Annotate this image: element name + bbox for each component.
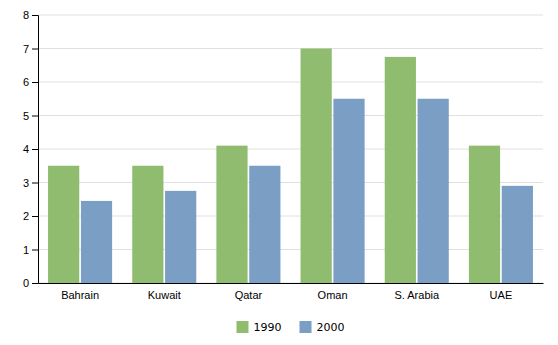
grid-line [38,48,543,49]
bar [48,166,79,283]
y-tick-label: 3 [23,177,29,189]
bar [216,146,247,283]
y-tick-mark [32,82,38,83]
x-tick-label: Kuwait [148,289,181,301]
legend-swatch [237,321,249,333]
x-tick: Kuwait [148,289,181,301]
grid-line [38,82,543,83]
grid-line [38,149,543,150]
bars [48,49,533,284]
y-tick-mark [32,283,38,284]
x-tick: S. Arabia [394,289,440,301]
axis-line [39,283,544,284]
x-tick-label: Oman [318,289,348,301]
legend: 1990 2000 [237,321,345,334]
y-tick: 6 [23,76,38,88]
bar-series [81,99,533,283]
x-tick-label: Qatar [235,289,263,301]
y-tick: 5 [23,110,38,122]
x-tick-label: S. Arabia [394,289,440,301]
y-tick: 4 [23,143,38,155]
y-tick-mark [32,149,38,150]
y-tick-label: 5 [23,110,29,122]
grid-line [38,249,543,250]
y-tick-mark [32,116,38,117]
y-tick-label: 0 [23,277,29,289]
y-tick-mark [32,183,38,184]
bar [132,166,163,283]
bar-series [48,49,500,284]
bar [81,201,112,283]
y-tick-mark [32,15,38,16]
y-tick-label: 1 [23,244,29,256]
legend-item: 1990 [237,321,282,334]
y-tick: 2 [23,210,38,222]
grid-line [38,115,543,116]
grid-line [38,15,543,16]
grid-line [38,216,543,217]
bar [385,57,416,283]
x-tick-label: Bahrain [61,289,99,301]
bar [165,191,196,283]
y-tick: 1 [23,244,38,256]
bar [502,186,533,283]
x-tick: UAE [490,289,513,301]
bar [333,99,364,283]
grid-line [38,182,543,183]
y-tick: 7 [23,43,38,55]
axis-line [32,16,39,284]
y-tick-mark [32,250,38,251]
bar [301,49,332,284]
legend-swatch [300,321,312,333]
legend-item: 2000 [300,321,345,334]
y-tick-label: 8 [23,9,29,21]
y-tick-label: 2 [23,210,29,222]
y-tick-label: 6 [23,76,29,88]
x-tick: Qatar [235,289,263,301]
y-tick: 3 [23,177,38,189]
y-tick-label: 4 [23,143,29,155]
legend-label: 2000 [317,321,345,334]
x-axis: Bahrain Kuwait Qatar Oman S. Arabia UAE [39,284,544,301]
bar [469,146,500,283]
legend-label: 1990 [254,321,282,334]
plot: 0 1 2 3 4 5 6 7 8 Bahrain Kuwait Qatar Oman S. Arabia… [23,9,544,301]
grid-line [38,283,543,284]
x-tick: Bahrain [61,289,99,301]
x-tick: Oman [318,289,348,301]
y-tick: 8 [23,9,38,21]
y-tick-label: 7 [23,43,29,55]
y-tick: 0 [23,277,38,289]
y-tick-mark [32,216,38,217]
bar [418,99,449,283]
chart: 0 1 2 3 4 5 6 7 8 Bahrain Kuwait Qatar Oman S. Arabia… [0,0,558,345]
y-tick-mark [32,49,38,50]
grid [38,15,543,283]
y-axis: 0 1 2 3 4 5 6 7 8 [23,9,39,289]
bar [249,166,280,283]
x-tick-label: UAE [490,289,513,301]
